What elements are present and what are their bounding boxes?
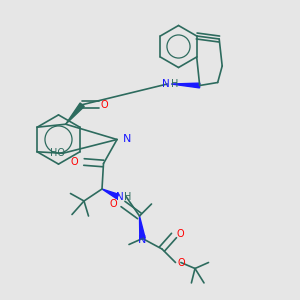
Text: O: O [110, 199, 117, 209]
Text: N: N [116, 191, 124, 202]
Polygon shape [66, 103, 84, 124]
Text: N: N [138, 235, 147, 245]
Text: O: O [101, 100, 109, 110]
Text: O: O [70, 157, 78, 167]
Text: N: N [162, 79, 170, 89]
Text: H: H [171, 79, 178, 89]
Text: H: H [124, 191, 131, 202]
Polygon shape [102, 189, 119, 199]
Text: N: N [122, 134, 131, 145]
Text: HO: HO [50, 148, 65, 158]
Text: O: O [178, 257, 185, 268]
Text: O: O [176, 229, 184, 239]
Polygon shape [140, 216, 145, 239]
Polygon shape [171, 83, 200, 88]
